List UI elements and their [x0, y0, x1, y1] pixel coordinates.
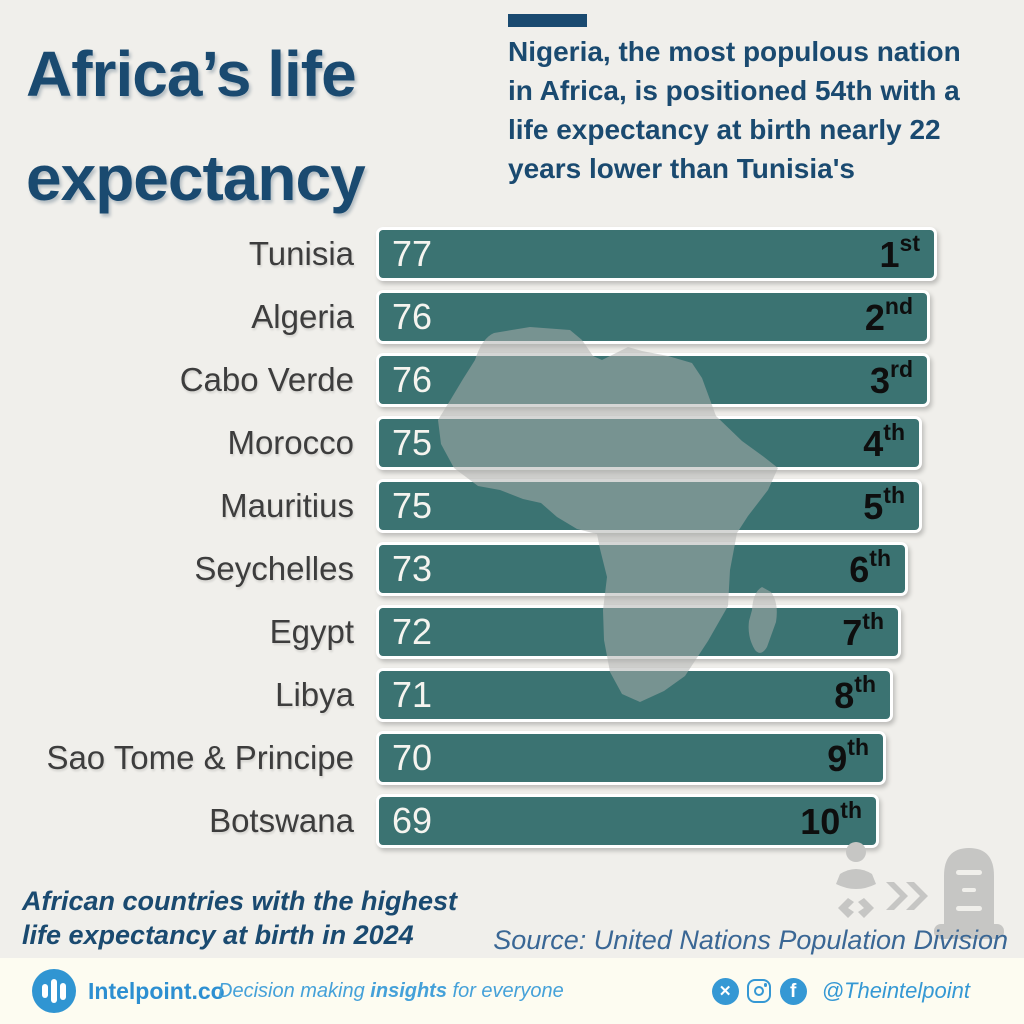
tagline-pre: Decision making: [218, 979, 371, 1002]
tombstone-body: [944, 848, 994, 926]
chart-row-libya: Libya 71 8th: [0, 668, 1024, 722]
rank-label-libya: 8th: [834, 670, 876, 716]
chart-row-mauritius: Mauritius 75 5th: [0, 479, 1024, 533]
chart-row-tunisia: Tunisia 77 1st: [0, 227, 1024, 281]
page-title-line1: Africa’s life: [26, 38, 357, 110]
x-icon: ✕: [711, 977, 739, 1005]
tagline-bold: insights: [370, 979, 447, 1002]
footer-tagline: Decision making insights for everyone: [218, 980, 564, 1003]
rank-label-seychelles: 6th: [849, 544, 891, 590]
intelpoint-logo-icon: [32, 969, 76, 1013]
bar-sao-tome-principe: 70 9th: [376, 731, 886, 785]
bar-morocco: 75 4th: [376, 416, 922, 470]
value-label-seychelles: 73: [392, 548, 433, 589]
chart-row-seychelles: Seychelles 73 6th: [0, 542, 1024, 596]
country-label-sao-tome-principe: Sao Tome & Principe: [46, 739, 354, 776]
chart-row-morocco: Morocco 75 4th: [0, 416, 1024, 470]
chevron-1: [886, 882, 908, 910]
chart-caption: African countries with the highest life …: [22, 884, 457, 952]
bar-cabo-verde: 76 3rd: [376, 353, 930, 407]
chart-rows: Tunisia 77 1st Algeria 76 2nd Cabo Verde 76 3rd M…: [0, 227, 1024, 848]
country-label-seychelles: Seychelles: [194, 550, 354, 587]
value-label-cabo-verde: 76: [392, 359, 433, 400]
value-label-morocco: 75: [392, 422, 433, 463]
value-label-tunisia: 77: [392, 233, 433, 274]
country-label-morocco: Morocco: [227, 424, 354, 461]
chart-row-egypt: Egypt 72 7th: [0, 605, 1024, 659]
instagram-icon: [746, 978, 773, 1005]
value-label-algeria: 76: [392, 296, 433, 337]
baby-head: [846, 842, 866, 862]
rank-label-algeria: 2nd: [864, 292, 913, 338]
bar-tunisia: 77 1st: [376, 227, 937, 281]
bar-libya: 71 8th: [376, 668, 893, 722]
tagline-post: for everyone: [446, 979, 564, 1002]
value-label-sao-tome-principe: 70: [392, 737, 433, 778]
headline-text: Nigeria, the most populous nation in Afr…: [508, 36, 961, 184]
bar-botswana: 69 10th: [376, 794, 879, 848]
facebook-icon: f: [779, 977, 807, 1005]
bar-mauritius: 75 5th: [376, 479, 922, 533]
value-label-libya: 71: [392, 674, 433, 715]
value-label-botswana: 69: [392, 800, 433, 841]
chart-row-sao-tome-principe: Sao Tome & Principe 70 9th: [0, 731, 1024, 785]
value-label-egypt: 72: [392, 611, 433, 652]
rank-label-morocco: 4th: [863, 418, 905, 464]
country-label-algeria: Algeria: [251, 298, 354, 335]
bar-algeria: 76 2nd: [376, 290, 930, 344]
chart-row-algeria: Algeria 76 2nd: [0, 290, 1024, 344]
rank-label-mauritius: 5th: [863, 481, 905, 527]
country-label-tunisia: Tunisia: [248, 235, 354, 272]
chart-row-cabo-verde: Cabo Verde 76 3rd: [0, 353, 1024, 407]
brand-name: Intelpoint.co: [88, 977, 225, 1004]
country-label-cabo-verde: Cabo Verde: [179, 361, 354, 398]
social-handle: @Theintelpoint: [821, 978, 970, 1003]
rank-label-tunisia: 1st: [879, 229, 920, 275]
footer-bar: Intelpoint.co Decision making insights f…: [0, 958, 1024, 1024]
chart-row-botswana: Botswana 69 10th: [0, 794, 1024, 848]
rank-label-cabo-verde: 3rd: [869, 355, 913, 401]
country-label-mauritius: Mauritius: [220, 487, 354, 524]
chart-caption-line2: life expectancy at birth in 2024: [22, 920, 414, 950]
country-label-egypt: Egypt: [269, 613, 354, 650]
tombstone-base: [934, 924, 1004, 939]
rank-label-sao-tome-principe: 9th: [827, 733, 869, 779]
page-title: Africa’s life expectancy: [26, 22, 366, 230]
birth-to-death-icon: [836, 842, 1004, 939]
life-expectancy-chart: Tunisia 77 1st Algeria 76 2nd Cabo Verde 76 3rd M…: [0, 227, 1024, 857]
bar-egypt: 72 7th: [376, 605, 901, 659]
chart-caption-line1: African countries with the highest: [22, 886, 458, 916]
baby-leg-right: [858, 898, 874, 918]
bar-seychelles: 73 6th: [376, 542, 908, 596]
page-title-line2: expectancy: [26, 142, 366, 214]
country-label-botswana: Botswana: [209, 802, 354, 839]
value-label-mauritius: 75: [392, 485, 433, 526]
rank-label-egypt: 7th: [842, 607, 884, 653]
baby-body: [836, 869, 876, 889]
country-label-libya: Libya: [275, 676, 354, 713]
rank-label-botswana: 10th: [800, 796, 862, 842]
chevron-2: [906, 882, 928, 910]
headline-accent-bar: [508, 14, 587, 27]
social-links: ✕ f @Theintelpoint: [711, 977, 970, 1005]
source-credit: Source: United Nations Population Divisi…: [493, 925, 1008, 955]
baby-leg-left: [838, 898, 854, 918]
